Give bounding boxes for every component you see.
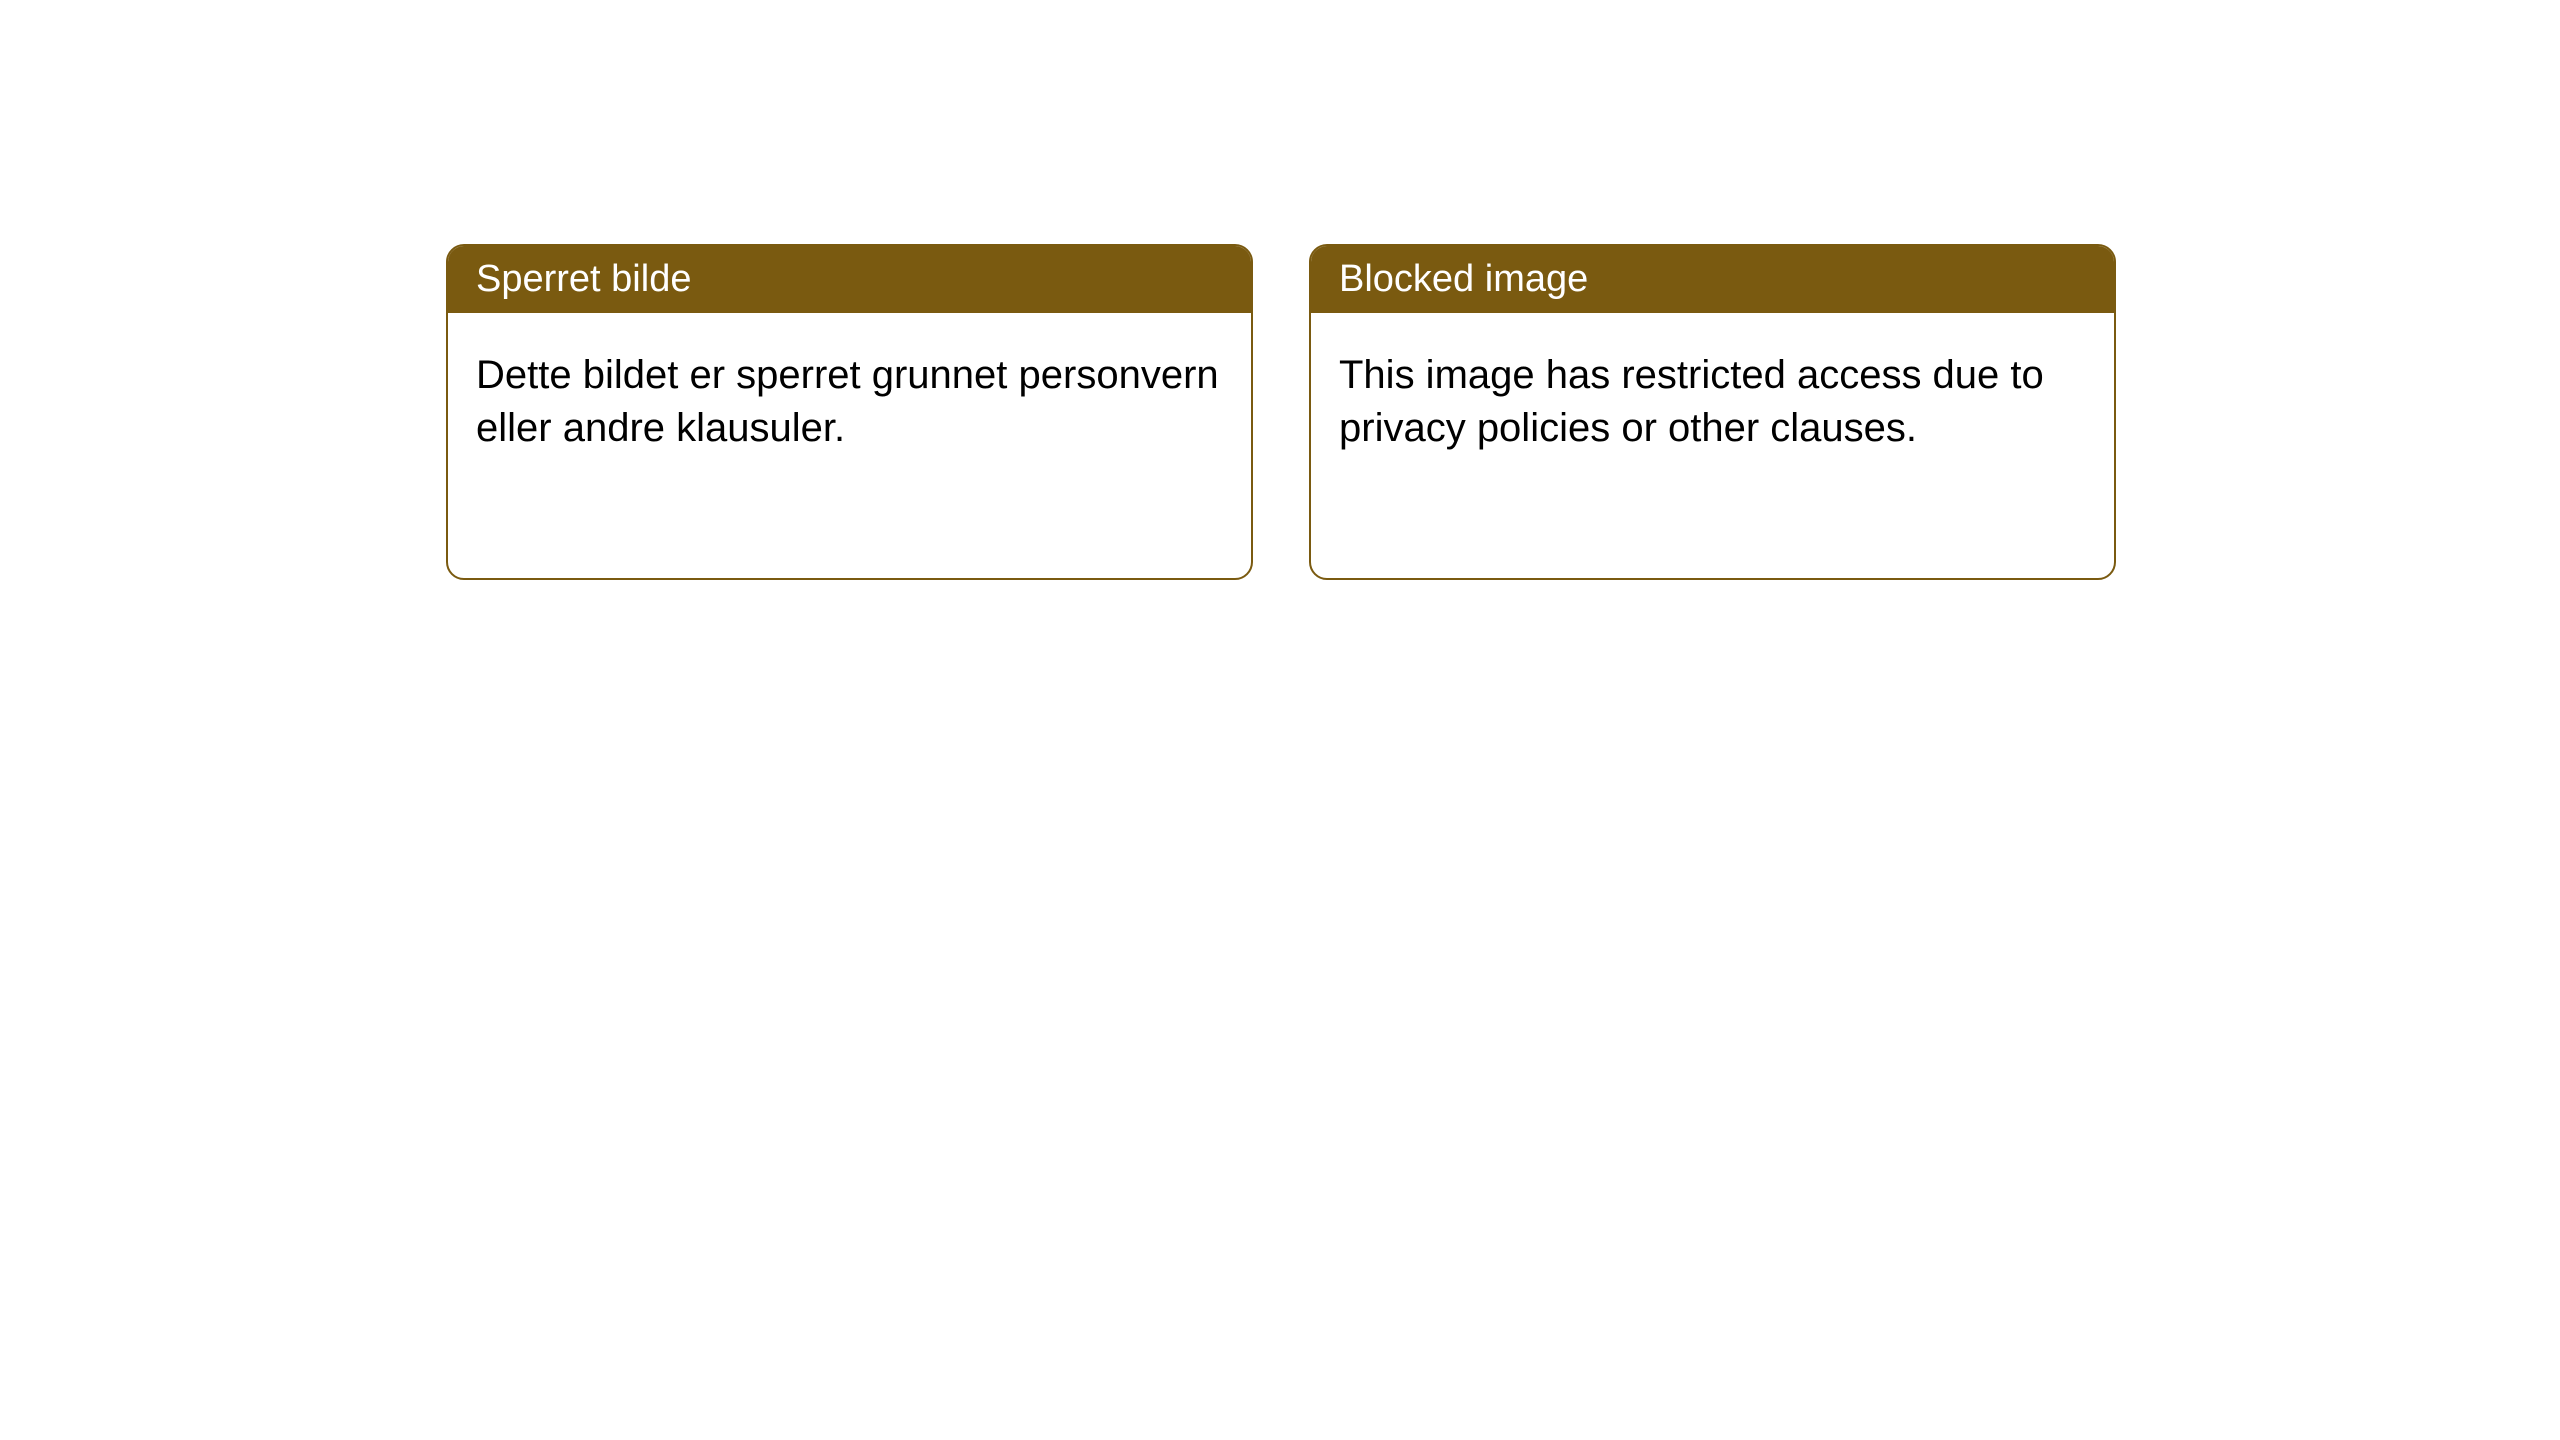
notice-header-english: Blocked image	[1311, 246, 2114, 313]
notice-header-norwegian: Sperret bilde	[448, 246, 1251, 313]
notices-container: Sperret bilde Dette bildet er sperret gr…	[0, 0, 2560, 580]
notice-body-norwegian: Dette bildet er sperret grunnet personve…	[448, 313, 1251, 491]
notice-title-english: Blocked image	[1339, 258, 1588, 300]
notice-box-english: Blocked image This image has restricted …	[1309, 244, 2116, 580]
notice-text-norwegian: Dette bildet er sperret grunnet personve…	[476, 353, 1219, 450]
notice-title-norwegian: Sperret bilde	[476, 258, 691, 300]
notice-box-norwegian: Sperret bilde Dette bildet er sperret gr…	[446, 244, 1253, 580]
notice-body-english: This image has restricted access due to …	[1311, 313, 2114, 491]
notice-text-english: This image has restricted access due to …	[1339, 353, 2044, 450]
